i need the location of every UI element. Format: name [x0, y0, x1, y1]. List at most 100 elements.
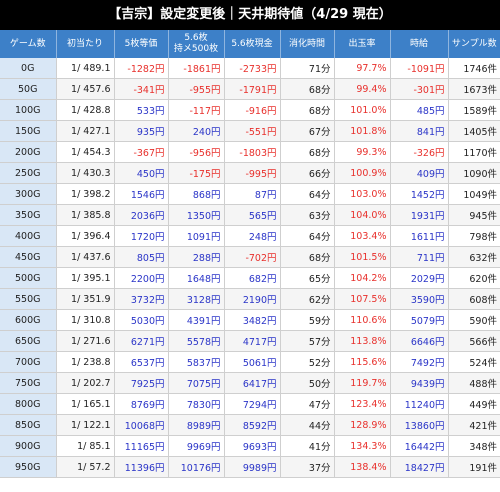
table-cell: 566件 — [448, 330, 500, 352]
table-cell: -117円 — [168, 99, 225, 121]
table-cell: 191件 — [448, 456, 500, 478]
table-row: 150G 1/ 427.1 935円 240円 -551円 67分 101.8% 841円 14… — [0, 120, 500, 142]
table-cell: 3128円 — [168, 288, 225, 310]
table-row: 0G 1/ 489.1 -1282円 -1861円 -2733円 71分 97.7% -109… — [0, 58, 500, 79]
table-cell: -551円 — [224, 120, 281, 142]
table-cell: -956円 — [168, 141, 225, 163]
table-cell: 9439円 — [390, 372, 449, 394]
column-header: 5.6枚 持メ500枚 — [168, 30, 225, 58]
table-cell: 68分 — [280, 99, 335, 121]
table-cell: 101.5% — [334, 246, 391, 268]
table-cell: -955円 — [168, 78, 225, 100]
table-cell: 1/ 122.1 — [56, 414, 115, 436]
table-cell: 1931円 — [390, 204, 449, 226]
table-cell: 1/ 396.4 — [56, 225, 115, 247]
table-cell: 7830円 — [168, 393, 225, 415]
game-count-cell: 0G — [0, 58, 57, 79]
table-cell: 99.4% — [334, 78, 391, 100]
table-cell: 2200円 — [114, 267, 169, 289]
game-count-cell: 750G — [0, 372, 57, 394]
table-cell: 115.6% — [334, 351, 391, 373]
table-cell: 1589件 — [448, 99, 500, 121]
table-body: 0G 1/ 489.1 -1282円 -1861円 -2733円 71分 97.7% -109… — [0, 58, 500, 478]
table-cell: 10068円 — [114, 414, 169, 436]
table-cell: 1/ 398.2 — [56, 183, 115, 205]
column-header: 出玉率 — [334, 30, 391, 58]
table-cell: 620件 — [448, 267, 500, 289]
table-cell: 682円 — [224, 267, 281, 289]
table-cell: 13860円 — [390, 414, 449, 436]
game-count-cell: 500G — [0, 267, 57, 289]
game-count-cell: 400G — [0, 225, 57, 247]
table-cell: 65分 — [280, 267, 335, 289]
table-cell: 57分 — [280, 330, 335, 352]
table-cell: 488件 — [448, 372, 500, 394]
table-cell: 101.8% — [334, 120, 391, 142]
table-cell: 288円 — [168, 246, 225, 268]
table-cell: 533円 — [114, 99, 169, 121]
table-cell: 3732円 — [114, 288, 169, 310]
table-row: 900G 1/ 85.1 11165円 9969円 9693円 41分 134.3% 1644… — [0, 435, 500, 457]
table-cell: 1/ 437.6 — [56, 246, 115, 268]
table-cell: 935円 — [114, 120, 169, 142]
table-cell: 4391円 — [168, 309, 225, 331]
table-cell: 5030円 — [114, 309, 169, 331]
table-row: 850G 1/ 122.1 10068円 8989円 8592円 44分 128.9% 138… — [0, 414, 500, 436]
column-header: 5枚等価 — [114, 30, 169, 58]
table-cell: 44分 — [280, 414, 335, 436]
table-cell: 10176円 — [168, 456, 225, 478]
table-cell: 9693円 — [224, 435, 281, 457]
table-cell: 590件 — [448, 309, 500, 331]
table-cell: 6537円 — [114, 351, 169, 373]
table-cell: -326円 — [390, 141, 449, 163]
table-cell: 63分 — [280, 204, 335, 226]
table-cell: 1/ 165.1 — [56, 393, 115, 415]
table-cell: 6417円 — [224, 372, 281, 394]
table-cell: 1/ 489.1 — [56, 58, 115, 79]
column-header: 消化時間 — [280, 30, 335, 58]
table-cell: 113.8% — [334, 330, 391, 352]
table-cell: 2190円 — [224, 288, 281, 310]
table-row: 450G 1/ 437.6 805円 288円 -702円 68分 101.5% 711円 63… — [0, 246, 500, 268]
table-row: 50G 1/ 457.6 -341円 -955円 -1791円 68分 99.4% -301円… — [0, 78, 500, 100]
table-cell: 4717円 — [224, 330, 281, 352]
game-count-cell: 450G — [0, 246, 57, 268]
column-header: 5.6枚現金 — [224, 30, 281, 58]
table-cell: 67分 — [280, 120, 335, 142]
table-cell: 1/ 238.8 — [56, 351, 115, 373]
table-cell: -995円 — [224, 162, 281, 184]
table-cell: 409円 — [390, 162, 449, 184]
table-row: 200G 1/ 454.3 -367円 -956円 -1803円 68分 99.3% -326… — [0, 141, 500, 163]
table-row: 350G 1/ 385.8 2036円 1350円 565円 63分 104.0% 1931円… — [0, 204, 500, 226]
table-cell: 50分 — [280, 372, 335, 394]
game-count-cell: 950G — [0, 456, 57, 478]
table-cell: 3482円 — [224, 309, 281, 331]
game-count-cell: 50G — [0, 78, 57, 100]
table-cell: 7925円 — [114, 372, 169, 394]
table-cell: 41分 — [280, 435, 335, 457]
table-cell: 5061円 — [224, 351, 281, 373]
table-cell: 632件 — [448, 246, 500, 268]
table-row: 100G 1/ 428.8 533円 -117円 -916円 68分 101.0% 485円 1… — [0, 99, 500, 121]
table-cell: 9989円 — [224, 456, 281, 478]
table-cell: 1091円 — [168, 225, 225, 247]
table-row: 400G 1/ 396.4 1720円 1091円 248円 64分 103.4% 1611円… — [0, 225, 500, 247]
table-cell: 100.9% — [334, 162, 391, 184]
table-row: 550G 1/ 351.9 3732円 3128円 2190円 62分 107.5% 3590… — [0, 288, 500, 310]
table-cell: 1/ 430.3 — [56, 162, 115, 184]
table-cell: 608件 — [448, 288, 500, 310]
table-row: 250G 1/ 430.3 450円 -175円 -995円 66分 100.9% 409円 1… — [0, 162, 500, 184]
table-cell: 1/ 385.8 — [56, 204, 115, 226]
table-cell: 5837円 — [168, 351, 225, 373]
column-header: 初当たり — [56, 30, 115, 58]
table-cell: -1282円 — [114, 58, 169, 79]
table-cell: 7492円 — [390, 351, 449, 373]
table-cell: 248円 — [224, 225, 281, 247]
table-cell: 841円 — [390, 120, 449, 142]
table-cell: -1803円 — [224, 141, 281, 163]
table-cell: 1/ 457.6 — [56, 78, 115, 100]
table-cell: 7075円 — [168, 372, 225, 394]
table-cell: 798件 — [448, 225, 500, 247]
game-count-cell: 150G — [0, 120, 57, 142]
table-cell: 6271円 — [114, 330, 169, 352]
